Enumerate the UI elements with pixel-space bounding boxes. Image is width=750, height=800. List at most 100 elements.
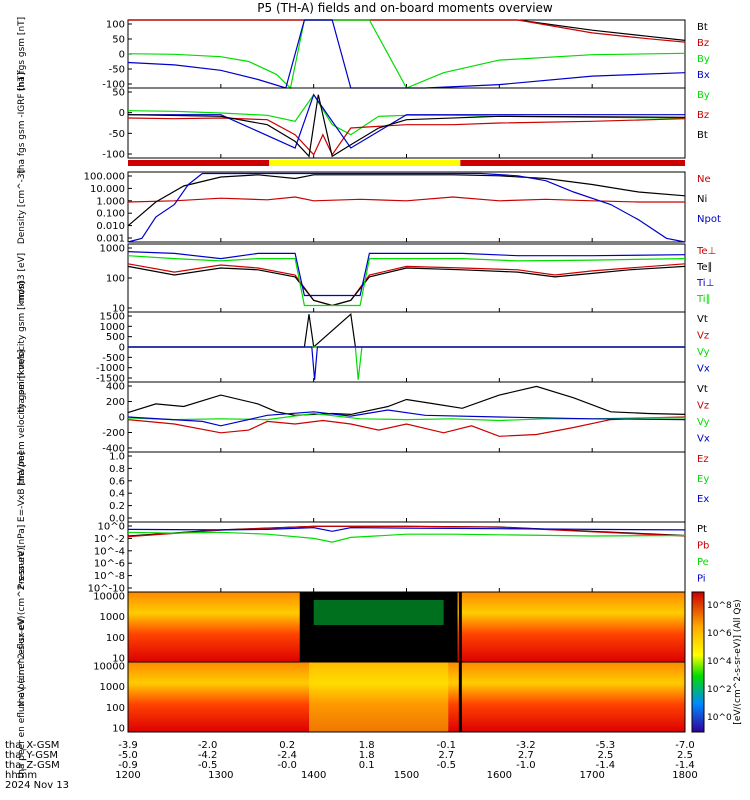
series-Bx [128, 93, 685, 149]
footer-value: 2.7 [518, 750, 534, 761]
y-tick-label: 0.6 [109, 476, 125, 487]
panel-frame [127, 171, 686, 243]
panel-frame [127, 87, 686, 159]
panel-1: tha fgs gsm [nT] 100 50 0 -50 -100 Bt Bz By Bx [17, 17, 710, 91]
legend-entry: Ex [697, 494, 709, 505]
y-tick-label: 10^-8 [94, 571, 125, 582]
footer-value: -0.5 [437, 760, 457, 771]
footer-value: -3.9 [118, 740, 138, 751]
legend-entry: Bz [697, 110, 709, 121]
legend-entry: Ne [697, 174, 711, 185]
series-Ti∥ [127, 255, 686, 307]
series-By [127, 19, 686, 90]
y-tick-label: 1500 [100, 312, 125, 323]
legend-entry: Te⊥ [696, 246, 716, 257]
series-Pe [127, 531, 686, 543]
panel-7: E=-VxB [mV/m] 1.00.80.6 0.40.2 0.0 Ez Ey Ex [17, 451, 709, 525]
legend-entry: Npot [697, 214, 721, 225]
panel-4: mom3 [eV] 1000 100 10 Te⊥ Te∥ Ti⊥ Ti∥ [17, 243, 716, 315]
legend-entry: Bx [697, 70, 710, 81]
series-Ni [127, 174, 686, 227]
spectrogram-band [313, 600, 444, 625]
panels: tha fgs gsm [nT] 100500-50-100BtBzByBxtha… [17, 17, 721, 778]
footer-row-label: 2024 Nov 13 [5, 780, 69, 791]
y-tick-label: -100 [102, 150, 125, 161]
y-tick-label: -400 [102, 444, 125, 455]
panel-ylabel: mom3 [eV] [17, 253, 27, 303]
mode-bar-segment [128, 160, 270, 166]
series-Bx [127, 19, 686, 89]
legend-entry: By [697, 90, 710, 101]
footer-value: -4.2 [198, 750, 218, 761]
legend-entry: Vz [697, 331, 709, 342]
footer-value: -1.0 [516, 760, 536, 771]
series-Vx [127, 409, 686, 427]
colorbar-label: [eV/(cm^2-s-sr-eV)] (All Qs) [733, 599, 743, 724]
y-tick-label: 10000 [93, 592, 125, 603]
series-Bt [128, 19, 686, 41]
panel-ylabel: tha peim velocity gsm [km/s] [17, 281, 27, 413]
legend-entry: Vy [697, 347, 710, 358]
panel-ylabel: tha peir en eflux eV (cm^2-s-sr-eV) [17, 547, 27, 707]
footer-value: -0.0 [277, 760, 297, 771]
series-Pi [127, 526, 686, 532]
footer-hhmm: 1300 [208, 770, 233, 781]
panel-ylabel: tha fgs gsm [nT] [17, 17, 27, 91]
y-tick-label: 0.8 [109, 464, 125, 475]
colorbar-tick-label: 10^6 [707, 629, 732, 639]
footer-value: 0.2 [279, 740, 295, 751]
series-Vx [128, 346, 685, 380]
footer-value: -5.3 [596, 740, 616, 751]
y-tick-label: 400 [106, 382, 125, 393]
footer-value: 2.7 [438, 750, 454, 761]
legend-entry: Ez [697, 454, 709, 465]
y-tick-label: -50 [109, 65, 125, 76]
y-tick-label: -1000 [96, 363, 125, 374]
series-Bt [127, 94, 686, 158]
series-Ti⊥ [127, 251, 686, 297]
y-tick-label: 1.000 [96, 196, 125, 207]
y-tick-label: 200 [106, 397, 125, 408]
footer-row-label: hhmm [5, 770, 37, 781]
panel-ylabel: tha fgs gsm -IGRF [nT] [17, 72, 27, 173]
legend-entry: Pe [697, 557, 709, 568]
legend-entry: Pt [697, 524, 707, 535]
y-tick-label: 50 [112, 88, 125, 99]
y-tick-label: -200 [102, 428, 125, 439]
y-tick-label: 10 [112, 724, 125, 735]
y-tick-label: 10^-6 [94, 559, 125, 570]
y-tick-label: -50 [109, 129, 125, 140]
y-tick-label: 10.000 [90, 184, 125, 195]
legend-entry: Ey [697, 474, 709, 485]
legend-entry: Vt [697, 384, 708, 395]
legend-entry: Te∥ [696, 262, 713, 273]
y-tick-label: 1000 [100, 244, 125, 255]
footer-value: -2.4 [277, 750, 297, 761]
colorbar-tick-label: 10^4 [707, 657, 732, 667]
colorbar-tick-label: 10^2 [707, 685, 732, 695]
y-tick-label: 100.000 [84, 172, 125, 183]
legend-entry: Bz [697, 38, 709, 49]
panel-9: tha peir en eflux eV (cm^2-s-sr-eV) 10000… [17, 547, 686, 707]
footer-hhmm: 1700 [579, 770, 604, 781]
footer-row-label: tha_X-GSM [5, 740, 59, 751]
figure-title: P5 (TH-A) fields and on-board moments ov… [257, 1, 553, 15]
y-tick-label: 0 [119, 413, 125, 424]
spectrogram-band [309, 662, 449, 732]
panel-ylabel: tha peer en eflux eV (cm^2-s-sr-eV) [17, 616, 27, 779]
panel-ylabel: Pressure [nPa] [17, 525, 27, 590]
y-tick-label: 1.0 [109, 452, 125, 463]
y-tick-label: 10^-2 [94, 534, 125, 545]
series-Vz [127, 416, 686, 437]
series-Vy [128, 346, 685, 380]
panel-2: tha fgs gsm -IGRF [nT] 50 0 -50 -100 By Bz Bt [17, 72, 710, 173]
footer-value: 2.5 [597, 750, 613, 761]
footer-value: -0.1 [437, 740, 457, 751]
panel-frame [127, 243, 686, 313]
y-tick-label: 1000 [100, 322, 125, 333]
y-tick-label: 0.2 [109, 501, 125, 512]
panel-5: tha peim velocity gsm [km/s] 150010005000… [17, 281, 710, 413]
y-tick-label: 10^-4 [94, 546, 125, 557]
y-tick-label: 100 [106, 633, 125, 644]
y-tick-label: 50 [112, 35, 125, 46]
